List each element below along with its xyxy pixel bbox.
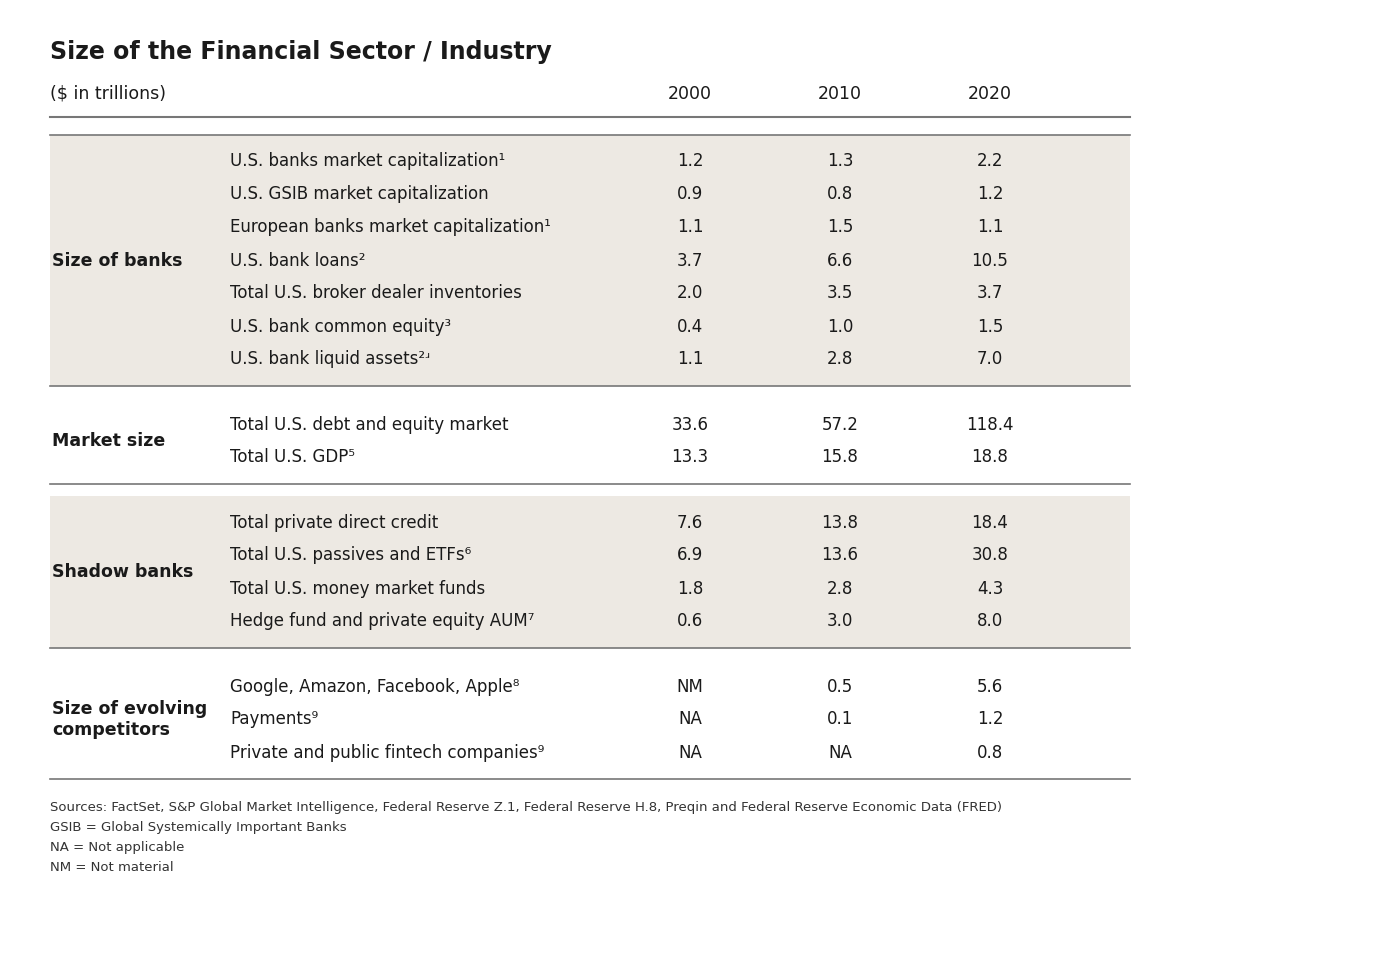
Text: Market size: Market size: [52, 432, 165, 450]
Text: 0.5: 0.5: [827, 677, 853, 696]
Text: 1.1: 1.1: [676, 351, 703, 368]
Text: Hedge fund and private equity AUM⁷: Hedge fund and private equity AUM⁷: [230, 612, 535, 630]
Text: 3.7: 3.7: [977, 284, 1004, 303]
Text: 1.2: 1.2: [977, 710, 1004, 728]
Text: 2.0: 2.0: [676, 284, 703, 303]
Text: 0.6: 0.6: [676, 612, 703, 630]
Text: 3.0: 3.0: [827, 612, 853, 630]
Text: 7.0: 7.0: [977, 351, 1004, 368]
Text: 13.6: 13.6: [822, 547, 858, 564]
Text: 0.8: 0.8: [827, 185, 853, 204]
Text: Total U.S. passives and ETFs⁶: Total U.S. passives and ETFs⁶: [230, 547, 472, 564]
Text: 118.4: 118.4: [966, 416, 1014, 433]
Text: 15.8: 15.8: [822, 449, 858, 466]
Text: European banks market capitalization¹: European banks market capitalization¹: [230, 219, 550, 236]
Text: ($ in trillions): ($ in trillions): [50, 85, 167, 103]
Text: 1.2: 1.2: [977, 185, 1004, 204]
Text: Payments⁹: Payments⁹: [230, 710, 318, 728]
Text: NA: NA: [678, 710, 701, 728]
Text: 6.9: 6.9: [676, 547, 703, 564]
Text: 0.1: 0.1: [827, 710, 853, 728]
Text: Shadow banks: Shadow banks: [52, 563, 193, 581]
Text: 2020: 2020: [967, 85, 1012, 103]
Text: 30.8: 30.8: [972, 547, 1008, 564]
Text: Size of evolving
competitors: Size of evolving competitors: [52, 700, 207, 739]
Text: U.S. bank common equity³: U.S. bank common equity³: [230, 318, 451, 335]
Text: U.S. GSIB market capitalization: U.S. GSIB market capitalization: [230, 185, 489, 204]
Text: 13.3: 13.3: [672, 449, 708, 466]
Text: U.S. banks market capitalization¹: U.S. banks market capitalization¹: [230, 153, 505, 171]
Text: Total U.S. GDP⁵: Total U.S. GDP⁵: [230, 449, 356, 466]
Text: 7.6: 7.6: [676, 514, 703, 531]
Text: Total U.S. money market funds: Total U.S. money market funds: [230, 579, 486, 598]
Text: 3.7: 3.7: [676, 252, 703, 270]
Bar: [50, 660, 1130, 779]
Text: 2000: 2000: [668, 85, 713, 103]
Text: 4.3: 4.3: [977, 579, 1004, 598]
Text: 6.6: 6.6: [827, 252, 853, 270]
Text: NA = Not applicable: NA = Not applicable: [50, 841, 185, 854]
Text: U.S. bank liquid assets²ʴ: U.S. bank liquid assets²ʴ: [230, 351, 430, 368]
Text: Total private direct credit: Total private direct credit: [230, 514, 438, 531]
Text: NM: NM: [676, 677, 703, 696]
Text: 0.4: 0.4: [676, 318, 703, 335]
Text: GSIB = Global Systemically Important Banks: GSIB = Global Systemically Important Ban…: [50, 821, 347, 834]
Text: 1.3: 1.3: [827, 153, 853, 171]
Text: 1.0: 1.0: [827, 318, 853, 335]
Text: 2010: 2010: [818, 85, 862, 103]
Text: Total U.S. broker dealer inventories: Total U.S. broker dealer inventories: [230, 284, 522, 303]
Text: Size of banks: Size of banks: [52, 252, 182, 270]
Text: 13.8: 13.8: [822, 514, 858, 531]
Text: 1.1: 1.1: [676, 219, 703, 236]
Text: Total U.S. debt and equity market: Total U.S. debt and equity market: [230, 416, 508, 433]
Text: 3.5: 3.5: [827, 284, 853, 303]
Text: 8.0: 8.0: [977, 612, 1004, 630]
Text: 5.6: 5.6: [977, 677, 1004, 696]
Text: 1.1: 1.1: [977, 219, 1004, 236]
Text: NA: NA: [678, 744, 701, 761]
Text: 18.4: 18.4: [972, 514, 1008, 531]
Text: 2.2: 2.2: [977, 153, 1004, 171]
Text: NM = Not material: NM = Not material: [50, 861, 174, 874]
Text: 0.8: 0.8: [977, 744, 1004, 761]
Text: Private and public fintech companies⁹: Private and public fintech companies⁹: [230, 744, 545, 761]
Text: 1.8: 1.8: [676, 579, 703, 598]
Bar: [50, 496, 1130, 648]
Bar: [50, 398, 1130, 484]
Text: NA: NA: [827, 744, 853, 761]
Text: Size of the Financial Sector / Industry: Size of the Financial Sector / Industry: [50, 40, 552, 64]
Text: Sources: FactSet, S&P Global Market Intelligence, Federal Reserve Z.1, Federal R: Sources: FactSet, S&P Global Market Inte…: [50, 801, 1002, 814]
Text: 2.8: 2.8: [827, 579, 853, 598]
Text: Google, Amazon, Facebook, Apple⁸: Google, Amazon, Facebook, Apple⁸: [230, 677, 519, 696]
Text: 57.2: 57.2: [822, 416, 858, 433]
Text: 10.5: 10.5: [972, 252, 1008, 270]
Text: 1.5: 1.5: [977, 318, 1004, 335]
Text: 18.8: 18.8: [972, 449, 1008, 466]
Text: 33.6: 33.6: [672, 416, 708, 433]
Text: 2.8: 2.8: [827, 351, 853, 368]
Bar: [50, 135, 1130, 386]
Text: 1.2: 1.2: [676, 153, 703, 171]
Text: 1.5: 1.5: [827, 219, 853, 236]
Text: 0.9: 0.9: [676, 185, 703, 204]
Text: U.S. bank loans²: U.S. bank loans²: [230, 252, 365, 270]
